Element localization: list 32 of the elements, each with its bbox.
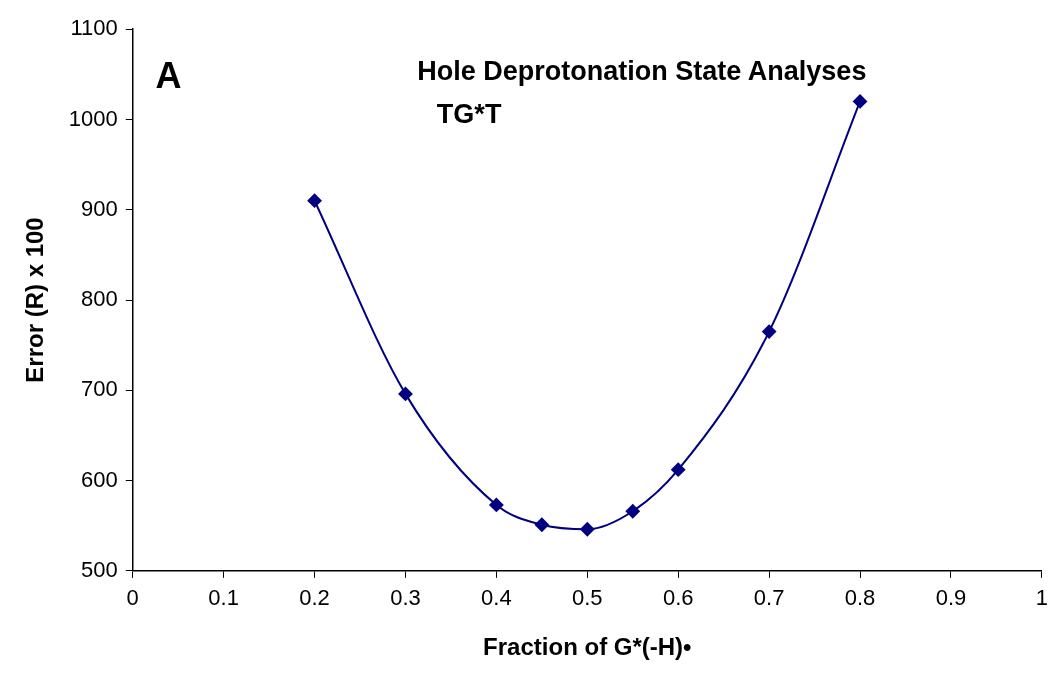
- y-tick-label: 800: [81, 286, 118, 312]
- x-tick-label: 0.5: [572, 585, 603, 611]
- y-tick-label: 1000: [68, 105, 118, 131]
- point: [398, 386, 413, 401]
- x-tick-label: 0.2: [299, 585, 330, 611]
- x-tick-label: 0.6: [662, 585, 694, 611]
- x-tick-label: 1: [1035, 585, 1049, 611]
- annotation: A: [155, 54, 182, 96]
- x-tick-label: 0: [126, 585, 139, 611]
- text: Hole Deprotonation State Analyses: [417, 55, 867, 86]
- y-tick-label: 1100: [70, 15, 118, 41]
- x-tick-label: 0.1: [208, 585, 239, 611]
- x-tick-label: 0.8: [844, 585, 876, 611]
- y-tick-label: 500: [81, 556, 118, 582]
- x-tick-label: 0.3: [390, 585, 421, 611]
- y-tick-label: 700: [81, 376, 118, 402]
- x-tick-label: 0.9: [935, 585, 967, 611]
- point: [534, 517, 549, 532]
- y-tick-label: 600: [81, 466, 118, 492]
- point: [580, 522, 595, 537]
- y-tick-label: 900: [81, 195, 118, 221]
- point: [489, 497, 504, 512]
- point: [762, 324, 777, 339]
- point: [671, 462, 686, 477]
- point: [853, 94, 868, 109]
- point: [307, 193, 322, 208]
- x-tick-label: 0.4: [481, 585, 512, 611]
- text: TG*T: [436, 99, 502, 130]
- point: [625, 504, 640, 519]
- x-axis-title: Fraction of G*(-H)•: [483, 633, 692, 661]
- x-tick-label: 0.7: [753, 585, 785, 611]
- y-axis-title: Error (R) x 100: [21, 217, 49, 383]
